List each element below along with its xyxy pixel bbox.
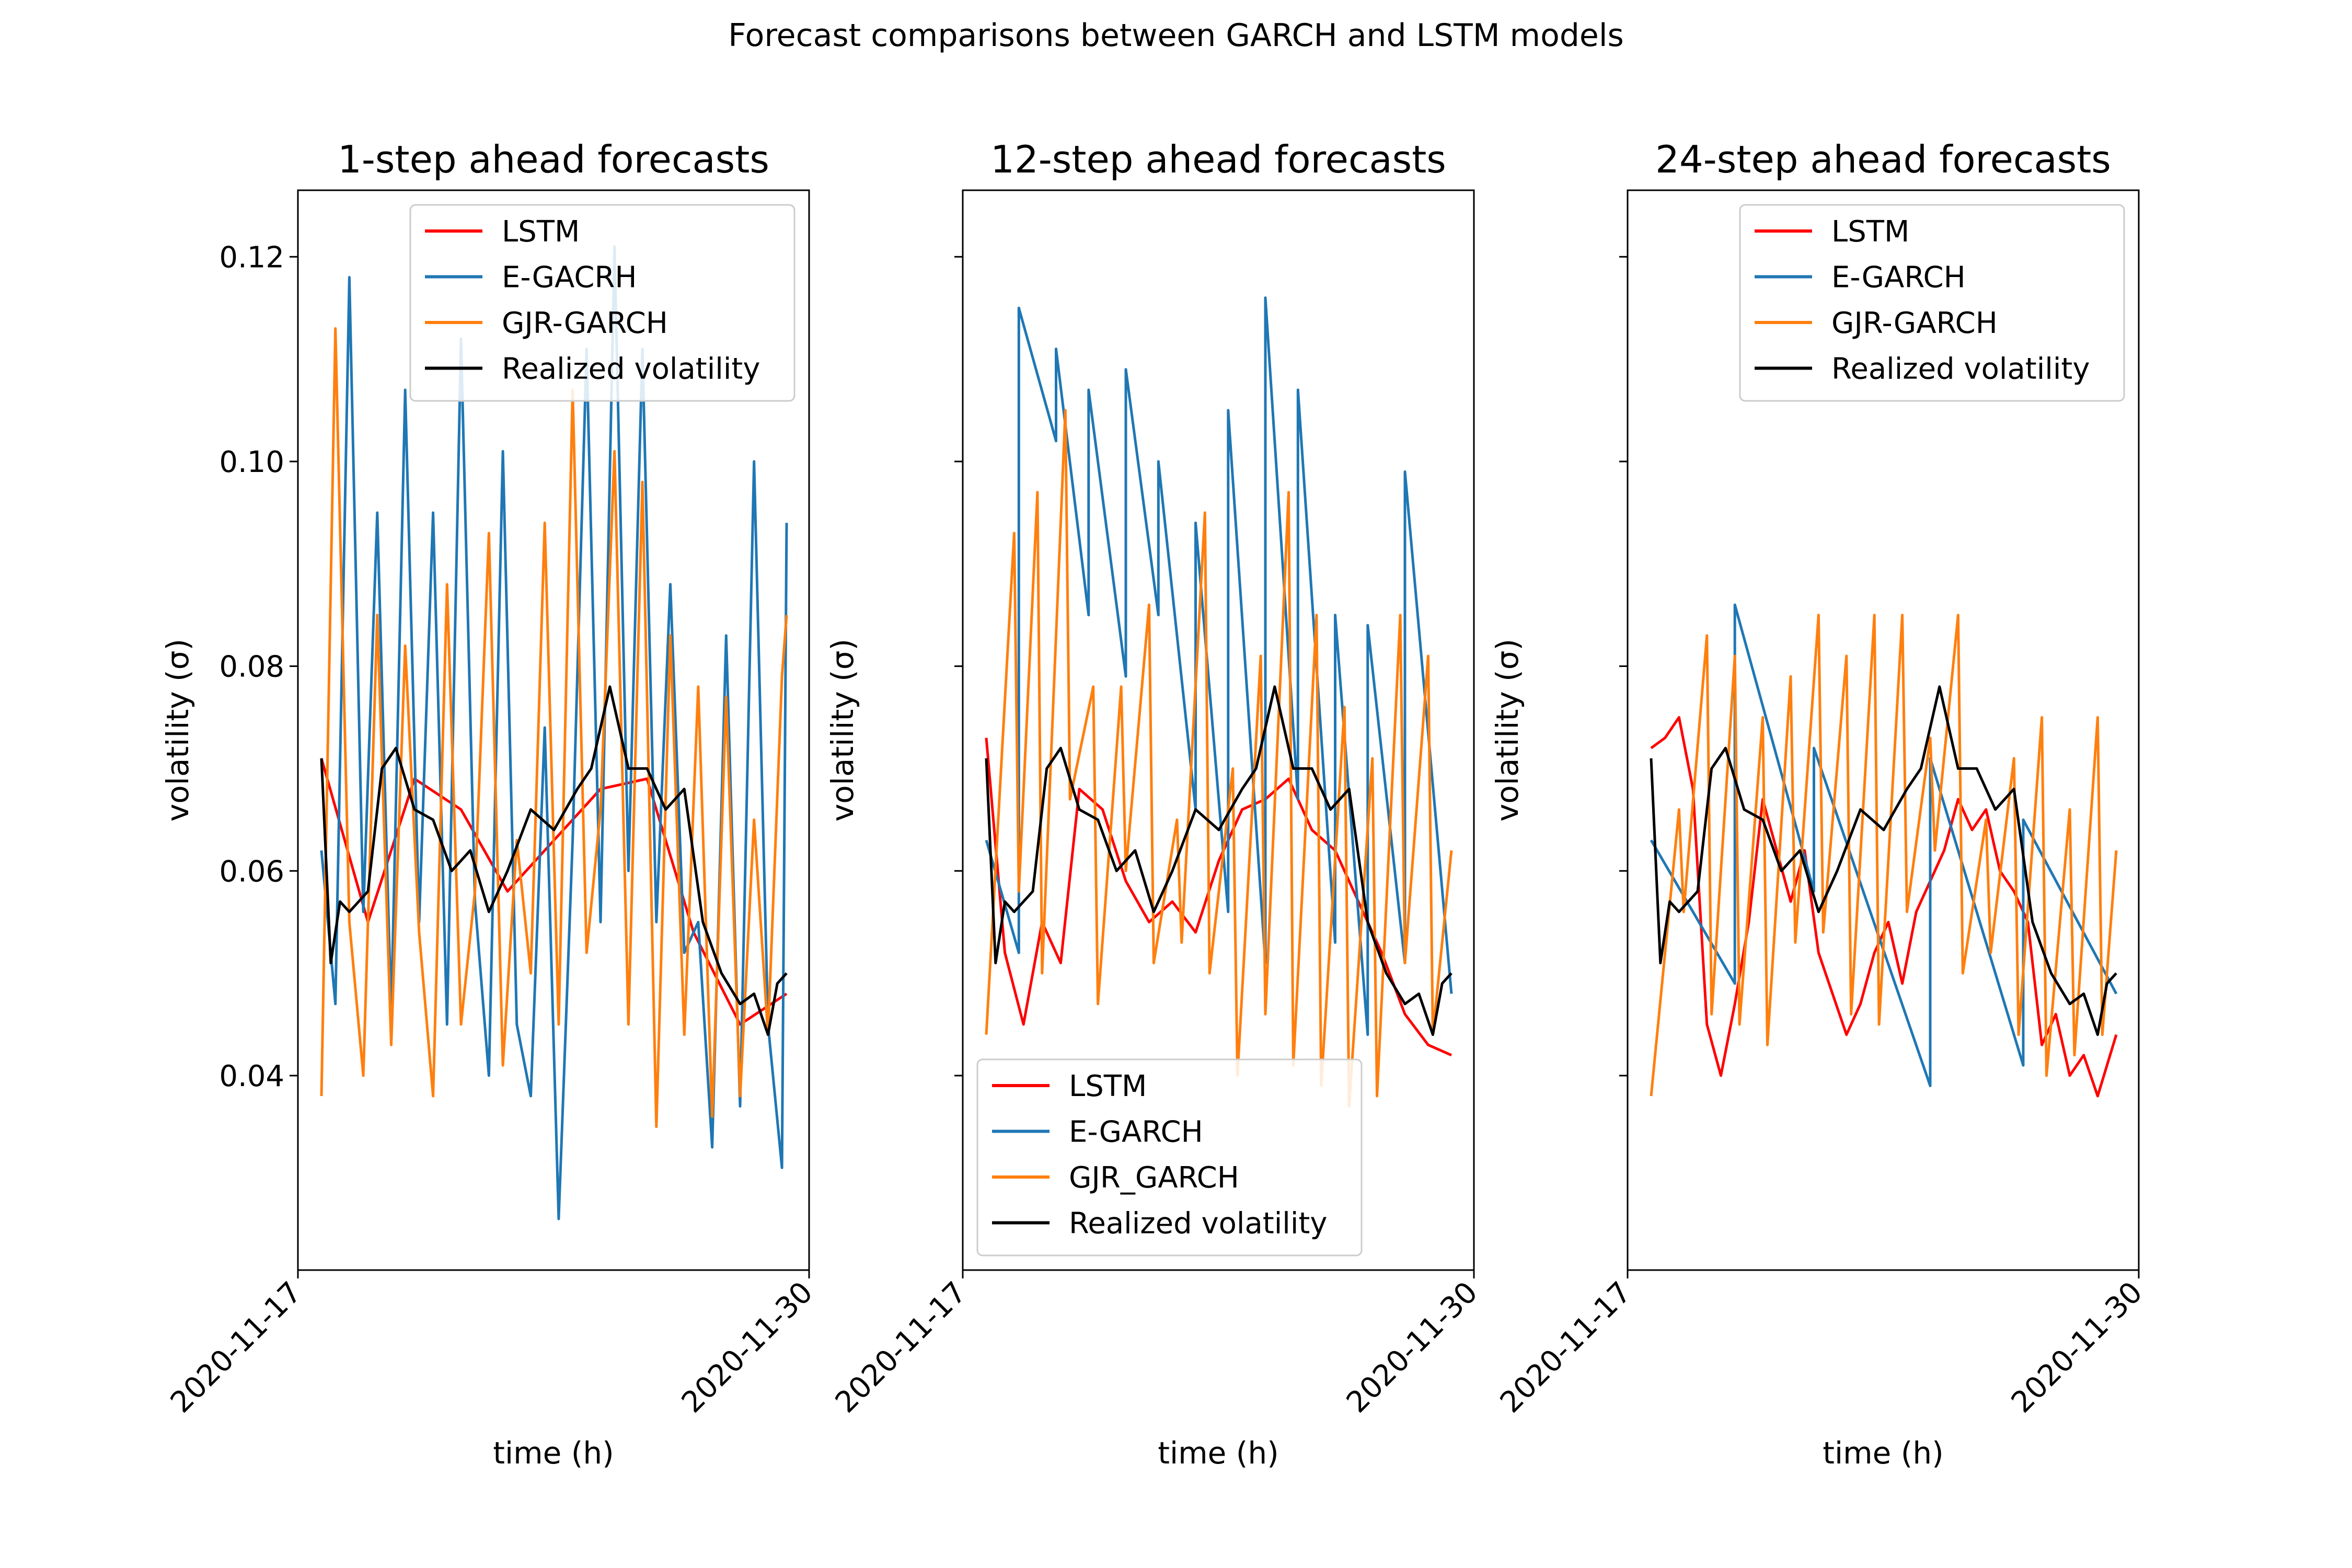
figure-suptitle: Forecast comparisons between GARCH and L… (728, 17, 1624, 54)
series-line-4 (1650, 685, 2117, 1036)
legend-label-1: LSTM (1069, 1069, 1147, 1103)
legend-label-1: LSTM (1831, 215, 1909, 249)
x-axis-label: time (h) (1823, 1435, 1944, 1471)
legend-label-4: Realized volatility (502, 352, 760, 386)
legend-label-2: E-GARCH (1069, 1115, 1203, 1149)
legend-label-1: LSTM (502, 215, 580, 249)
y-axis-label: volatility (σ) (1490, 639, 1525, 822)
legend-label-4: Realized volatility (1069, 1207, 1327, 1241)
series-line-4 (320, 685, 788, 1036)
x-axis-label: time (h) (1158, 1435, 1279, 1471)
series-line-1 (1650, 716, 2118, 1098)
y-axis-label: volatility (σ) (825, 639, 860, 822)
legend: LSTM E-GARCH GJR_GARCH Realized volatility (976, 1058, 1363, 1256)
panel-title: 1-step ahead forecasts (338, 137, 769, 181)
plot-frame (1627, 189, 2140, 1271)
y-tick-label: 0.12 (219, 240, 284, 274)
legend-label-3: GJR_GARCH (1069, 1161, 1239, 1195)
series-line-2 (1650, 603, 2118, 1087)
legend-label-4: Realized volatility (1831, 352, 2090, 386)
series-line-2 (985, 296, 1453, 1036)
series-line-4 (985, 685, 1452, 1036)
legend-box (1739, 204, 2125, 402)
y-tick-label: 0.08 (219, 650, 284, 684)
panel-title: 12-step ahead forecasts (990, 137, 1446, 181)
plot-frame (962, 189, 1475, 1271)
x-axis-label: time (h) (493, 1435, 614, 1471)
series-line-3 (985, 409, 1453, 1108)
plot-frame (297, 189, 810, 1271)
y-tick-label: 0.10 (219, 445, 284, 479)
y-tick-label: 0.04 (219, 1059, 284, 1093)
legend-box (976, 1058, 1363, 1256)
legend-label-2: E-GARCH (1831, 261, 1966, 295)
y-axis-label: volatility (σ) (160, 639, 195, 822)
series-line-3 (320, 327, 788, 1128)
legend-label-3: GJR-GARCH (1831, 306, 1998, 340)
legend-label-2: E-GACRH (502, 261, 637, 295)
legend: LSTM E-GACRH GJR-GARCH Realized volatility (409, 204, 795, 402)
legend-label-3: GJR-GARCH (502, 306, 668, 340)
panel-title: 24-step ahead forecasts (1655, 137, 2111, 181)
legend-box (409, 204, 795, 402)
legend: LSTM E-GARCH GJR-GARCH Realized volatility (1739, 204, 2125, 402)
y-tick-label: 0.06 (219, 855, 284, 889)
